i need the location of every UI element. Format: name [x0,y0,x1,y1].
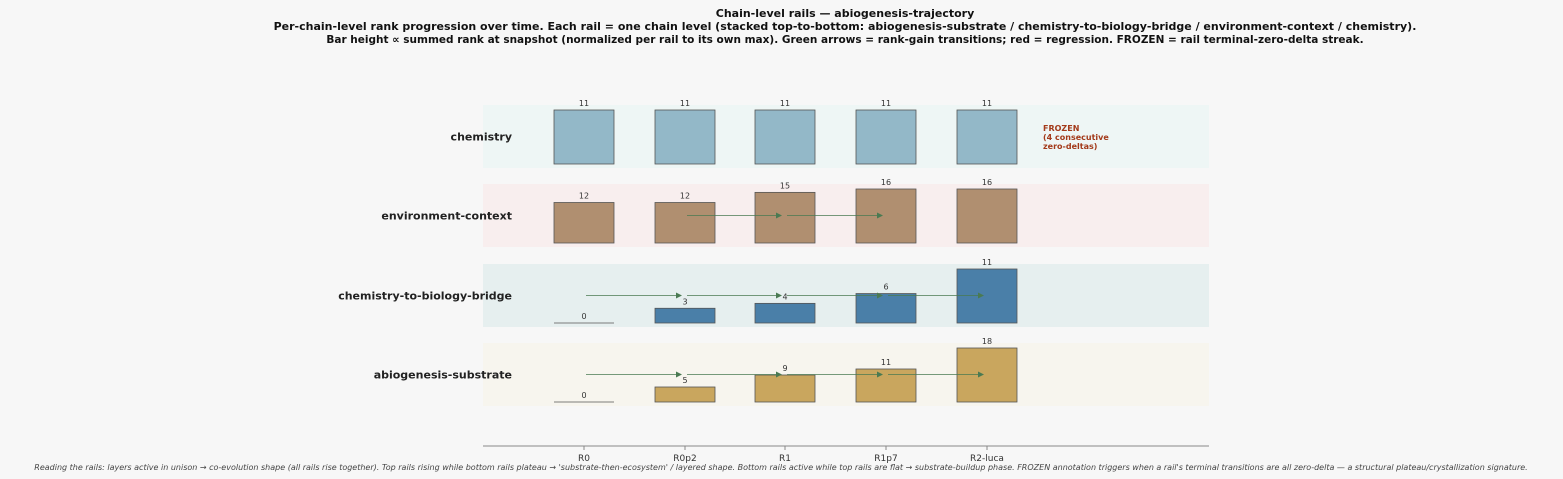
x-tick-label-R1p7: R1p7 [874,454,897,464]
chart-footnote: Reading the rails: layers active in unis… [34,463,1527,472]
value-label-abiogenesis-substrate-R2-luca: 18 [982,337,992,346]
bar-environment-context-R2-luca [956,188,1018,244]
bar-chemistry-to-biology-bridge-R1p7 [855,293,917,324]
chart-title-line-2: Per-chain-level rank progression over ti… [274,20,1417,33]
rail-label-chemistry: chemistry [451,131,512,144]
value-label-abiogenesis-substrate-R0: 0 [581,391,586,400]
value-label-abiogenesis-substrate-R1: 9 [782,364,787,373]
value-label-chemistry-to-biology-bridge-R0: 0 [581,312,586,321]
value-label-environment-context-R0p2: 12 [680,192,690,201]
value-label-environment-context-R1: 15 [780,181,790,190]
chart-title-line-1: Chain-level rails — abiogenesis-trajecto… [716,7,975,20]
bar-abiogenesis-substrate-R1 [754,374,816,403]
value-label-abiogenesis-substrate-R0p2: 5 [682,376,687,385]
rail-label-chemistry-to-biology-bridge: chemistry-to-biology-bridge [338,290,512,303]
bar-environment-context-R0p2 [654,202,716,244]
rail-chemistry-to-biology-bridge: chemistry-to-biology-bridge 0 3 4 6 11 [338,258,1209,327]
rail-label-abiogenesis-substrate: abiogenesis-substrate [374,369,512,382]
bar-chemistry-R0p2 [654,109,716,165]
value-label-chemistry-to-biology-bridge-R0p2: 3 [682,297,687,306]
bar-chemistry-R1p7 [855,109,917,165]
bar-chemistry-R2-luca [956,109,1018,165]
rail-label-environment-context: environment-context [381,210,512,223]
bar-chemistry-R0 [553,109,615,165]
bar-environment-context-R0 [553,202,615,244]
x-tick-label-R0p2: R0p2 [673,454,696,464]
rail-chemistry: chemistry 11 11 11 11 11 FROZEN(4 consecutivez… [451,99,1209,168]
value-label-chemistry-R0p2: 11 [680,99,690,108]
bar-environment-context-R1 [754,191,816,244]
bar-chemistry-R1 [754,109,816,165]
x-tick-label-R2-luca: R2-luca [970,454,1004,464]
value-label-environment-context-R1p7: 16 [881,178,891,187]
value-label-chemistry-to-biology-bridge-R1: 4 [782,292,787,301]
value-label-abiogenesis-substrate-R1p7: 11 [881,358,891,367]
frozen-annotation-line-2: (4 consecutive [1043,133,1109,142]
value-label-chemistry-R2-luca: 11 [982,99,992,108]
chart-title-line-3: Bar height ∝ summed rank at snapshot (no… [326,34,1363,46]
bar-chemistry-to-biology-bridge-R1 [754,302,816,324]
x-tick-label-R0: R0 [578,454,590,464]
x-tick-label-R1: R1 [779,454,791,464]
rail-environment-context: environment-context 12 12 15 16 16 [381,178,1209,247]
value-label-chemistry-R0: 11 [579,99,589,108]
value-label-chemistry-R1p7: 11 [881,99,891,108]
value-label-chemistry-to-biology-bridge-R1p7: 6 [883,283,888,292]
frozen-annotation-line-3: zero-deltas) [1043,142,1097,151]
value-label-chemistry-to-biology-bridge-R2-luca: 11 [982,258,992,267]
rail-abiogenesis-substrate: abiogenesis-substrate 0 5 9 11 18 [374,337,1209,406]
value-label-chemistry-R1: 11 [780,99,790,108]
bar-abiogenesis-substrate-R0p2 [654,386,716,403]
value-label-environment-context-R0: 12 [579,192,589,201]
frozen-annotation-line-1: FROZEN [1043,124,1079,133]
value-label-environment-context-R2-luca: 16 [982,178,992,187]
bar-chemistry-to-biology-bridge-R0p2 [654,307,716,324]
bar-abiogenesis-substrate-R1p7 [855,368,917,403]
